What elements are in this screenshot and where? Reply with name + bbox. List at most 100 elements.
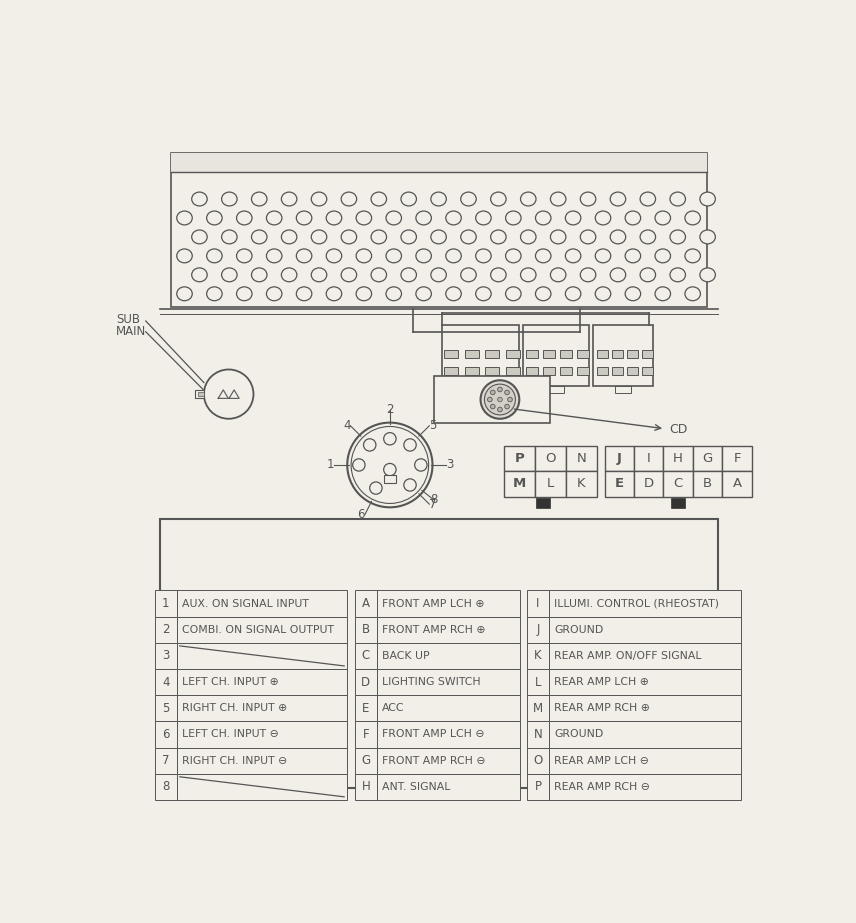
- Ellipse shape: [536, 287, 551, 301]
- Bar: [527, 669, 549, 695]
- Ellipse shape: [685, 211, 700, 225]
- Bar: [577, 367, 589, 375]
- Ellipse shape: [520, 230, 536, 244]
- Circle shape: [480, 380, 520, 419]
- Bar: [155, 642, 176, 669]
- Bar: [176, 642, 348, 669]
- Bar: [473, 387, 488, 392]
- Bar: [615, 387, 631, 392]
- Bar: [634, 446, 663, 471]
- Text: 7: 7: [430, 497, 437, 510]
- Bar: [549, 695, 741, 722]
- Ellipse shape: [520, 268, 536, 282]
- Circle shape: [364, 438, 376, 451]
- Circle shape: [414, 459, 427, 471]
- Text: I: I: [647, 452, 651, 465]
- Circle shape: [505, 404, 509, 409]
- Ellipse shape: [206, 287, 223, 301]
- Bar: [693, 446, 722, 471]
- Bar: [355, 722, 377, 748]
- Bar: [155, 669, 176, 695]
- Text: M: M: [532, 701, 543, 714]
- Ellipse shape: [342, 230, 357, 244]
- Circle shape: [497, 407, 502, 412]
- Text: C: C: [362, 650, 370, 663]
- Circle shape: [404, 438, 416, 451]
- Text: E: E: [362, 701, 370, 714]
- Circle shape: [490, 390, 495, 395]
- Text: 2: 2: [386, 403, 394, 416]
- Bar: [671, 498, 685, 508]
- Circle shape: [490, 404, 495, 409]
- Ellipse shape: [490, 268, 506, 282]
- Bar: [355, 617, 377, 642]
- Circle shape: [204, 369, 253, 419]
- Text: 8: 8: [163, 780, 169, 794]
- Bar: [377, 669, 520, 695]
- Ellipse shape: [176, 211, 193, 225]
- Bar: [377, 617, 520, 642]
- Text: ACC: ACC: [382, 703, 405, 713]
- Bar: [355, 642, 377, 669]
- Text: GROUND: GROUND: [554, 625, 603, 635]
- Ellipse shape: [536, 249, 551, 263]
- Ellipse shape: [446, 287, 461, 301]
- Ellipse shape: [192, 230, 207, 244]
- Bar: [444, 350, 458, 358]
- Text: GROUND: GROUND: [554, 729, 603, 739]
- Ellipse shape: [625, 211, 640, 225]
- Ellipse shape: [236, 211, 252, 225]
- Text: A: A: [362, 597, 370, 610]
- Text: J: J: [617, 452, 621, 465]
- Ellipse shape: [476, 287, 491, 301]
- Ellipse shape: [625, 287, 640, 301]
- Text: ILLUMI. CONTROL (RHEOSTAT): ILLUMI. CONTROL (RHEOSTAT): [554, 598, 719, 608]
- Text: D: D: [644, 477, 654, 490]
- Ellipse shape: [371, 192, 387, 206]
- Ellipse shape: [595, 287, 610, 301]
- Ellipse shape: [610, 268, 626, 282]
- Bar: [176, 591, 348, 617]
- Ellipse shape: [371, 268, 387, 282]
- Bar: [355, 591, 377, 617]
- Ellipse shape: [342, 192, 357, 206]
- Ellipse shape: [461, 268, 476, 282]
- Text: M: M: [513, 477, 526, 490]
- Ellipse shape: [431, 230, 446, 244]
- Ellipse shape: [461, 192, 476, 206]
- Ellipse shape: [670, 192, 686, 206]
- Bar: [170, 153, 707, 307]
- Text: B: B: [362, 623, 370, 636]
- Text: 3: 3: [446, 459, 453, 472]
- Bar: [155, 748, 176, 773]
- Ellipse shape: [490, 192, 506, 206]
- Ellipse shape: [640, 268, 656, 282]
- Bar: [627, 350, 638, 358]
- Ellipse shape: [610, 192, 626, 206]
- Bar: [160, 519, 717, 788]
- Ellipse shape: [266, 249, 282, 263]
- Text: REAR AMP. ON/OFF SIGNAL: REAR AMP. ON/OFF SIGNAL: [554, 651, 702, 661]
- Bar: [642, 367, 652, 375]
- Text: REAR AMP RCH ⊖: REAR AMP RCH ⊖: [554, 782, 650, 792]
- Ellipse shape: [550, 192, 566, 206]
- Ellipse shape: [565, 287, 581, 301]
- Bar: [693, 471, 722, 497]
- Text: 5: 5: [430, 419, 437, 432]
- Text: LEFT CH. INPUT ⊕: LEFT CH. INPUT ⊕: [182, 677, 279, 687]
- Text: L: L: [535, 676, 541, 689]
- Bar: [504, 446, 535, 471]
- Bar: [722, 446, 752, 471]
- Ellipse shape: [565, 211, 581, 225]
- Bar: [535, 471, 566, 497]
- Bar: [663, 471, 693, 497]
- Ellipse shape: [506, 249, 521, 263]
- Ellipse shape: [266, 211, 282, 225]
- Ellipse shape: [536, 211, 551, 225]
- Ellipse shape: [296, 249, 312, 263]
- Text: BACK UP: BACK UP: [382, 651, 430, 661]
- Bar: [527, 773, 549, 800]
- Bar: [634, 471, 663, 497]
- Text: O: O: [545, 452, 556, 465]
- Text: H: H: [673, 452, 683, 465]
